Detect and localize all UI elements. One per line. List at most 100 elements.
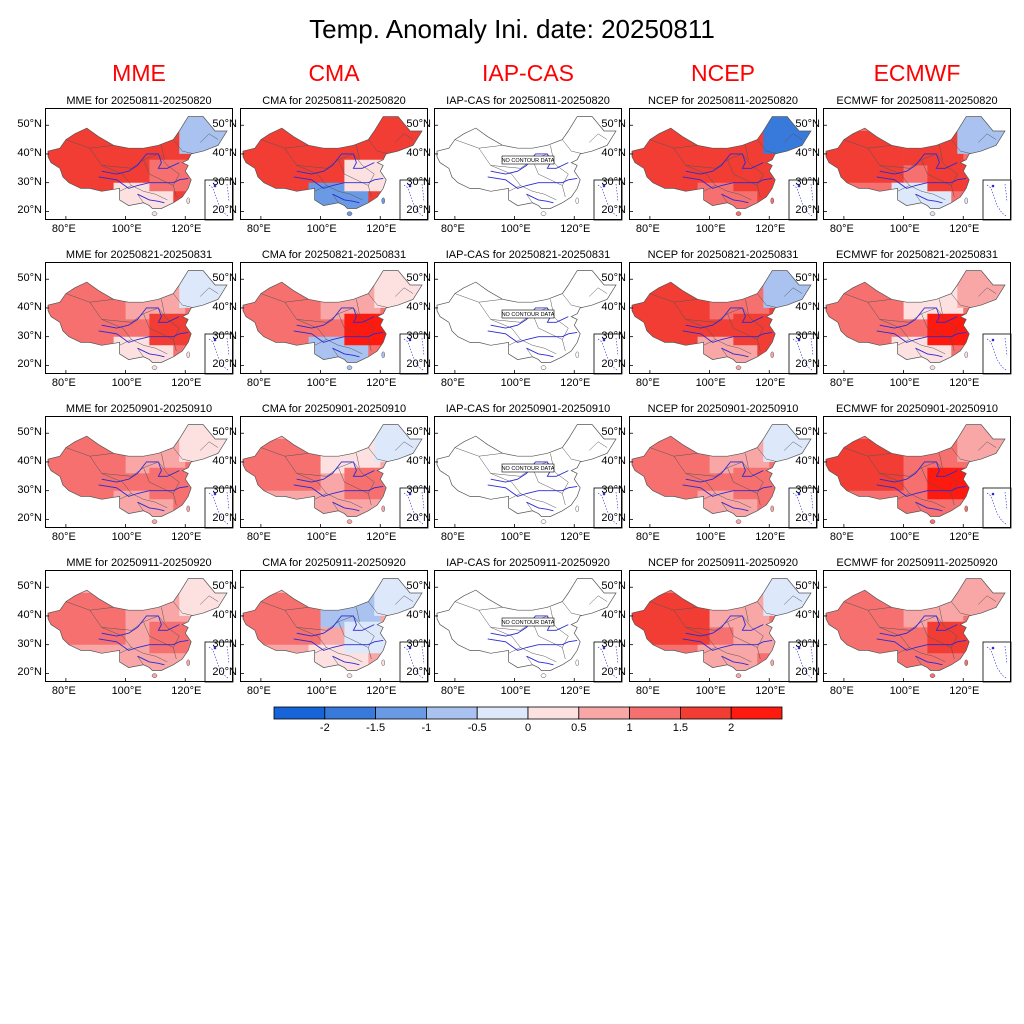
map-panel-mme-2: MME for 20250821-20250831 50°N 40°N 30°N 20°… — [17, 249, 236, 403]
map-plot — [240, 570, 429, 683]
south-china-sea-inset — [593, 179, 623, 221]
lat-tick-label: 50°N — [795, 118, 820, 131]
lon-tick-label: 80°E — [829, 377, 854, 389]
lat-tick-label: 20°N — [212, 358, 237, 371]
map-plot — [629, 108, 818, 221]
lat-tick-label: 50°N — [795, 426, 820, 439]
anomaly-region-west — [826, 439, 904, 491]
map-panel-mme-4: MME for 20250911-20250920 50°N 40°N 30°N 20°… — [17, 557, 236, 711]
south-china-sea-inset — [204, 487, 234, 529]
lat-tick-label: 20°N — [601, 358, 626, 371]
no-contour-data-box: NO CONTOUR DATA — [502, 617, 555, 627]
map-panel-iap-cas-1: IAP-CAS for 20250811-20250820 NO CONTOUR … — [406, 95, 625, 249]
anomaly-region-south — [697, 490, 758, 517]
lon-tick-label: 100°E — [500, 531, 531, 543]
panel-title: NCEP for 20250811-20250820 — [647, 95, 799, 107]
panel-title: MME for 20250811-20250820 — [66, 95, 212, 107]
lon-tick-label: 120°E — [949, 377, 980, 389]
lat-tick-label: 30°N — [212, 483, 237, 496]
anomaly-region-south — [891, 644, 952, 671]
panel-title: IAP-CAS for 20250911-20250920 — [446, 557, 610, 569]
lat-tick-label: 40°N — [795, 146, 820, 159]
no-contour-data-box: NO CONTOUR DATA — [502, 155, 555, 165]
lon-tick-label: 80°E — [829, 223, 854, 235]
lon-tick-label: 120°E — [560, 531, 591, 543]
lat-tick-label: 30°N — [795, 175, 820, 188]
lat-tick-label: 30°N — [795, 329, 820, 342]
lat-tick-label: 30°N — [601, 329, 626, 342]
map-panel-ncep-3: NCEP for 20250901-20250910 50°N 40°N 30°N 20… — [601, 403, 820, 557]
lon-tick-label: 80°E — [635, 685, 660, 697]
colorbar-tick-label: -0.5 — [467, 722, 487, 734]
lon-tick-label: 80°E — [635, 223, 660, 235]
map-panel-ecmwf-4: ECMWF for 20250911-20250920 50°N 40°N 30°N 2… — [795, 557, 1014, 711]
anomaly-region-south — [891, 182, 952, 209]
lon-tick-label: 120°E — [755, 685, 786, 697]
anomaly-region-west — [48, 131, 126, 183]
lon-tick-label: 80°E — [51, 685, 76, 697]
lon-tick-label: 100°E — [889, 531, 920, 543]
lat-tick-label: 30°N — [406, 483, 431, 496]
lon-tick-label: 80°E — [51, 377, 76, 389]
lat-tick-label: 40°N — [601, 454, 626, 467]
lon-tick-label: 120°E — [949, 531, 980, 543]
column-header-mme: MME — [112, 60, 166, 86]
lat-tick-label: 30°N — [212, 175, 237, 188]
lat-tick-label: 40°N — [212, 146, 237, 159]
lat-tick-label: 20°N — [795, 512, 820, 525]
no-contour-data-box: NO CONTOUR DATA — [502, 309, 555, 319]
panel-title: MME for 20250911-20250920 — [66, 557, 212, 569]
lat-tick-label: 40°N — [406, 608, 431, 621]
lat-tick-label: 30°N — [212, 637, 237, 650]
lon-tick-label: 100°E — [111, 531, 142, 543]
map-plot — [45, 570, 234, 683]
no-contour-data-box: NO CONTOUR DATA — [502, 463, 555, 473]
south-china-sea-inset — [399, 179, 429, 221]
lon-tick-label: 100°E — [111, 223, 142, 235]
colorbar-tick-label: -2 — [319, 722, 330, 734]
lat-tick-label: 30°N — [17, 329, 42, 342]
lat-tick-label: 50°N — [17, 118, 42, 131]
anomaly-region-west — [826, 131, 904, 183]
lat-tick-label: 40°N — [17, 608, 42, 621]
anomaly-region-west — [243, 131, 321, 183]
anomaly-region-south — [308, 182, 369, 209]
lat-tick-label: 30°N — [601, 175, 626, 188]
lat-tick-label: 30°N — [17, 483, 42, 496]
colorbar-segment — [476, 706, 529, 720]
map-plot — [240, 108, 429, 221]
lon-tick-label: 120°E — [949, 685, 980, 697]
lat-tick-label: 50°N — [406, 272, 431, 285]
south-china-sea-inset — [399, 487, 429, 529]
lon-tick-label: 80°E — [246, 685, 271, 697]
lat-tick-label: 20°N — [17, 666, 42, 679]
lat-tick-label: 20°N — [795, 666, 820, 679]
column-header-ecmwf: ECMWF — [873, 60, 961, 86]
lat-tick-label: 40°N — [17, 454, 42, 467]
map-plot — [629, 262, 818, 375]
panel-title: NCEP for 20250821-20250831 — [647, 249, 799, 261]
map-panel-ecmwf-1: ECMWF for 20250811-20250820 50°N 40°N 30°N 2… — [795, 95, 1014, 249]
panel-title: CMA for 20250901-20250910 — [261, 403, 407, 415]
anomaly-region-west — [632, 285, 710, 337]
panel-title: MME for 20250901-20250910 — [65, 403, 213, 415]
panel-title: NCEP for 20250901-20250910 — [647, 403, 799, 415]
map-panel-ncep-2: NCEP for 20250821-20250831 50°N 40°N 30°N 20… — [601, 249, 820, 403]
map-plot — [629, 416, 818, 529]
lon-tick-label: 120°E — [366, 377, 397, 389]
lat-tick-label: 20°N — [212, 666, 237, 679]
lat-tick-label: 40°N — [17, 300, 42, 313]
panel-title: CMA for 20250811-20250820 — [262, 95, 406, 107]
lat-tick-label: 40°N — [17, 146, 42, 159]
lon-tick-label: 100°E — [889, 377, 920, 389]
panel-title: NCEP for 20250911-20250920 — [647, 557, 799, 569]
lat-tick-label: 30°N — [212, 329, 237, 342]
lon-tick-label: 120°E — [755, 531, 786, 543]
lon-tick-label: 100°E — [111, 377, 142, 389]
anomaly-region-south — [891, 336, 952, 363]
lon-tick-label: 100°E — [695, 377, 726, 389]
colorbar-segment — [425, 706, 478, 720]
map-plot — [823, 262, 1012, 375]
map-panel-cma-2: CMA for 20250821-20250831 50°N 40°N 30°N 20°… — [212, 249, 431, 403]
lon-tick-label: 100°E — [500, 223, 531, 235]
